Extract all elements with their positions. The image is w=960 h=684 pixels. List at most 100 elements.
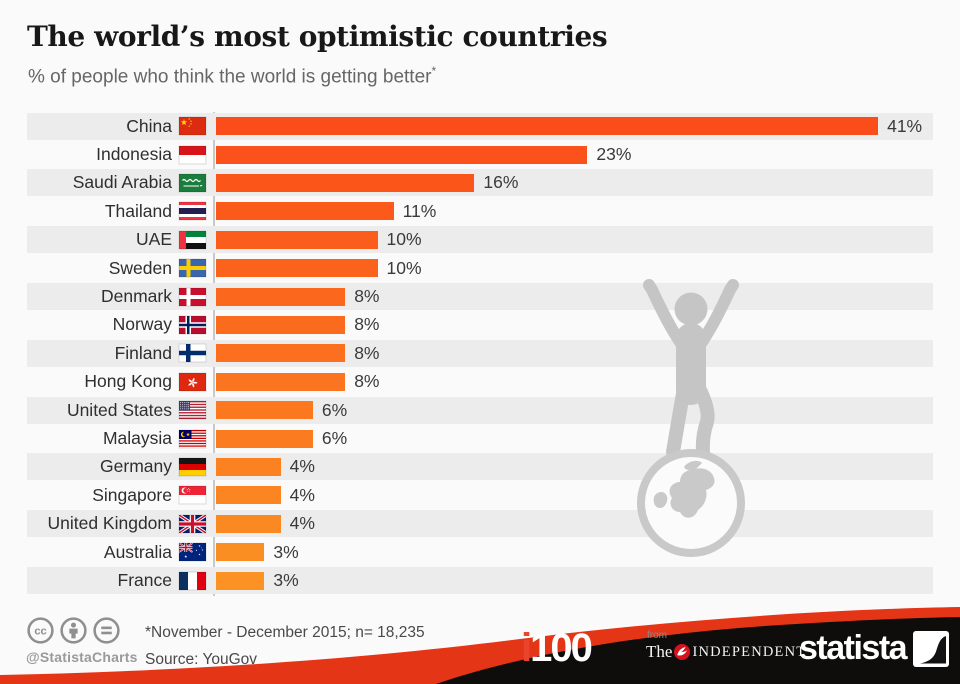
chart-subtitle: % of people who think the world is getti… xyxy=(28,64,436,88)
value-label: 4% xyxy=(289,513,315,534)
country-label: Finland xyxy=(114,342,172,363)
chart-row: Finland 8% xyxy=(27,339,933,367)
flag-sa-icon xyxy=(179,173,206,192)
country-label: Thailand xyxy=(104,200,172,221)
country-label: Saudi Arabia xyxy=(72,172,172,193)
country-label: Australia xyxy=(103,541,172,562)
bar xyxy=(216,429,313,448)
chart-row: Singapore 4% xyxy=(27,482,933,509)
chart-row: Denmark 8% xyxy=(27,283,933,310)
independent-name-label: INDEPENDENT xyxy=(692,643,807,660)
chart-row: Thailand 11% xyxy=(27,198,933,225)
value-label: 8% xyxy=(354,371,380,392)
value-label: 8% xyxy=(354,286,380,306)
country-label: Sweden xyxy=(108,257,172,278)
value-label: 10% xyxy=(386,257,422,278)
source-text: Source: YouGov xyxy=(145,651,258,668)
bar xyxy=(216,344,346,363)
chart-row: France 3% xyxy=(27,567,933,594)
bar xyxy=(216,543,265,562)
bar xyxy=(216,145,588,164)
flag-fr-icon xyxy=(179,571,206,590)
chart-row: China 41% xyxy=(27,112,933,140)
value-label: 3% xyxy=(273,541,299,562)
flag-de-icon xyxy=(179,457,206,476)
flag-hk-icon xyxy=(179,372,206,391)
statista-mark-icon xyxy=(913,630,950,667)
bar xyxy=(216,259,378,278)
chart-row: Sweden 10% xyxy=(27,255,933,282)
i100-logo-i: i xyxy=(521,626,532,670)
value-label: 11% xyxy=(402,200,437,221)
chart-row: Australia 3% xyxy=(27,539,933,566)
svg-text:cc: cc xyxy=(34,626,46,638)
chart-row: United Kingdom 4% xyxy=(27,510,933,538)
page-title: The world’s most optimistic countries xyxy=(27,20,608,53)
bar xyxy=(216,202,394,221)
bar xyxy=(216,486,281,505)
country-label: United States xyxy=(66,399,172,420)
value-label: 16% xyxy=(483,172,519,193)
chart-row: Norway 8% xyxy=(27,311,933,338)
statista-logo: statista xyxy=(799,629,950,668)
bar xyxy=(216,401,313,420)
chart-row: Malaysia 6% xyxy=(27,425,933,452)
independent-logo: from The INDEPENDENT xyxy=(646,630,806,662)
value-label: 8% xyxy=(354,342,380,363)
flag-ae-icon xyxy=(179,230,206,249)
country-label: UAE xyxy=(136,229,172,250)
country-label: Denmark xyxy=(101,286,172,306)
subtitle-footnote-mark: * xyxy=(431,64,437,78)
bar xyxy=(216,173,475,192)
independent-from-label: from xyxy=(647,630,667,641)
chart-row: Indonesia 23% xyxy=(27,141,933,168)
country-label: Malaysia xyxy=(102,428,172,448)
footnote-text: *November - December 2015; n= 18,235 xyxy=(145,624,425,641)
flag-cn-icon xyxy=(179,117,206,136)
chart-row: UAE 10% xyxy=(27,226,933,254)
country-label: United Kingdom xyxy=(47,513,172,534)
chart-row: Hong Kong 8% xyxy=(27,368,933,395)
bar xyxy=(216,287,346,306)
flag-fi-icon xyxy=(179,344,206,363)
bar xyxy=(216,230,378,249)
bar xyxy=(216,315,346,334)
attribution-icon xyxy=(60,617,87,644)
country-label: Singapore xyxy=(92,484,172,505)
country-label: Germany xyxy=(100,456,172,477)
person-on-globe-illustration xyxy=(637,279,745,557)
value-label: 6% xyxy=(321,399,348,420)
chart-row: Saudi Arabia 16% xyxy=(27,169,933,197)
bar xyxy=(216,372,346,391)
flag-my-icon xyxy=(179,429,206,448)
cc-icon: cc xyxy=(27,617,54,644)
i100-logo-number: 100 xyxy=(530,626,593,670)
value-label: 41% xyxy=(887,115,923,136)
flag-no-icon xyxy=(179,315,206,334)
country-label: Indonesia xyxy=(96,144,172,164)
cc-license-icons: cc xyxy=(26,616,121,645)
statista-charts-handle: @StatistaCharts xyxy=(26,649,138,665)
chart-row: United States 6% xyxy=(27,396,933,424)
statista-wordmark: statista xyxy=(799,629,908,667)
flag-id-icon xyxy=(179,145,206,164)
equals-icon xyxy=(93,617,120,644)
flag-dk-icon xyxy=(179,287,206,306)
country-label: Norway xyxy=(112,314,172,335)
flag-sg-icon xyxy=(179,486,206,505)
footer-swoosh xyxy=(0,607,960,684)
subtitle-text: % of people who think the world is getti… xyxy=(28,66,432,88)
independent-eagle-icon xyxy=(674,644,691,660)
i100-logo: i100 xyxy=(521,626,593,671)
country-label: Hong Kong xyxy=(84,371,172,392)
flag-se-icon xyxy=(179,259,206,278)
flag-au-icon xyxy=(179,543,206,562)
bar xyxy=(216,117,879,136)
value-label: 23% xyxy=(596,144,632,164)
flag-th-icon xyxy=(179,202,206,221)
value-label: 10% xyxy=(386,229,422,250)
figure-head xyxy=(674,292,708,326)
flag-gb-icon xyxy=(179,514,206,533)
independent-the-label: The xyxy=(646,642,673,661)
